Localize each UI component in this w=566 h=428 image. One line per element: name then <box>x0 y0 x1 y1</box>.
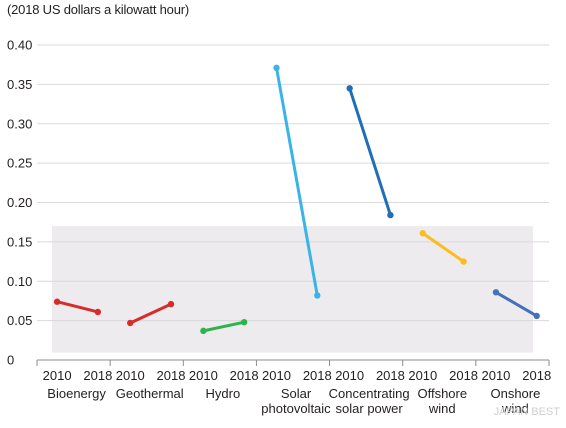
watermark-text: JAPAN BEST <box>493 406 560 418</box>
x-year-label: 2010 <box>116 368 145 383</box>
data-point <box>53 298 61 305</box>
data-point <box>533 312 540 320</box>
data-point <box>314 292 321 299</box>
y-tick-label: 0.35 <box>7 77 32 92</box>
y-tick-label: 0.05 <box>7 313 32 328</box>
shaded-range-band <box>52 226 533 353</box>
data-point <box>273 64 280 72</box>
data-point <box>419 230 427 237</box>
category-label: photovoltaic <box>261 401 331 416</box>
slope-line <box>275 66 319 297</box>
x-year-label: 2018 <box>522 368 551 383</box>
series-layer <box>53 64 540 335</box>
y-tick-label: 0.40 <box>7 38 32 53</box>
slope-line <box>201 320 246 333</box>
data-point <box>200 327 207 335</box>
y-tick-label: 0 <box>7 353 14 368</box>
data-point <box>387 211 394 219</box>
x-year-label: 2018 <box>449 368 478 383</box>
category-label: Offshore <box>417 386 467 401</box>
data-point <box>240 319 248 326</box>
slope-line <box>494 290 539 318</box>
data-point <box>167 300 175 308</box>
y-tick-label: 0.15 <box>7 234 32 249</box>
category-label: solar power <box>336 401 404 416</box>
category-label: Onshore <box>490 386 540 401</box>
data-point <box>127 319 134 327</box>
y-tick-label: 0.30 <box>7 116 32 131</box>
x-year-label: 2010 <box>43 368 72 383</box>
slope-line <box>55 300 100 314</box>
category-label: wind <box>428 401 456 416</box>
reference-band-layer <box>52 226 533 353</box>
x-year-label: 2010 <box>335 368 364 383</box>
x-year-label: 2010 <box>408 368 437 383</box>
data-point <box>492 289 500 296</box>
slope-line <box>348 86 392 217</box>
category-label: Hydro <box>206 386 241 401</box>
x-year-label: 2010 <box>189 368 218 383</box>
data-point <box>460 258 467 265</box>
category-label: Solar <box>281 386 312 401</box>
x-year-label: 2010 <box>262 368 291 383</box>
x-year-label: 2018 <box>230 368 259 383</box>
y-tick-label: 0.25 <box>7 156 32 171</box>
category-label: Concentrating <box>329 386 410 401</box>
chart-title: (2018 US dollars a kilowatt hour) <box>7 2 189 17</box>
x-year-label: 2018 <box>376 368 405 383</box>
x-year-label: 2018 <box>303 368 332 383</box>
slope-line <box>421 231 466 264</box>
data-point <box>94 308 102 316</box>
y-tick-label: 0.10 <box>7 274 32 289</box>
category-label: wind <box>501 401 529 416</box>
x-year-label: 2010 <box>481 368 510 383</box>
x-year-label: 2018 <box>83 368 112 383</box>
category-label: Geothermal <box>116 386 184 401</box>
slope-line <box>128 302 173 325</box>
data-point <box>346 85 353 92</box>
axis-layer: 0 0.05 0.10 0.15 0.20 0.25 0.30 0.35 0.40 <box>7 38 550 368</box>
category-label: Bioenergy <box>47 386 106 401</box>
y-tick-label: 0.20 <box>7 195 32 210</box>
x-year-label: 2018 <box>157 368 186 383</box>
